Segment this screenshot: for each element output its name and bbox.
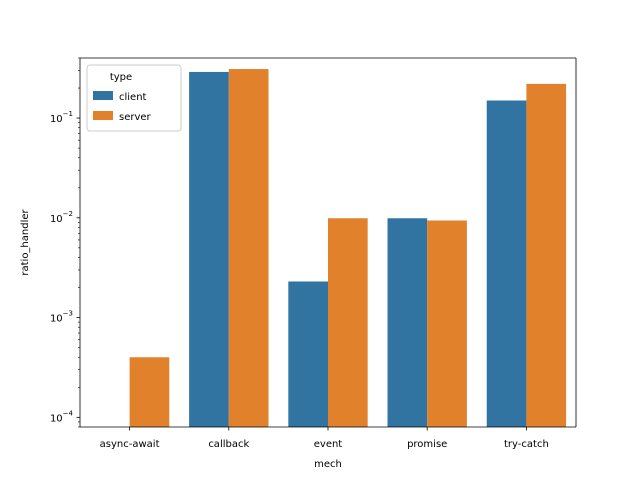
x-tick-label: try-catch <box>504 439 549 450</box>
legend-label-server: server <box>119 112 152 123</box>
bar-client-event <box>288 281 328 427</box>
bar-client-callback <box>189 71 229 427</box>
y-tick-label: 10−4 <box>50 409 74 424</box>
legend: type client server <box>86 64 182 132</box>
legend-title: type <box>110 72 132 83</box>
y-tick-label: 10−2 <box>50 210 73 225</box>
x-axis-label: mech <box>314 459 342 470</box>
y-tick-label: 10−1 <box>50 110 73 125</box>
bar-server-promise <box>427 220 467 427</box>
bars-layer <box>129 69 567 428</box>
axes-layer: async-await callback event promise try-catch… <box>50 57 577 450</box>
legend-swatch-server <box>93 111 113 120</box>
bar-client-promise <box>387 218 428 427</box>
x-tick-label: callback <box>208 439 249 450</box>
y-tick-label: 10−3 <box>50 310 73 325</box>
legend-swatch-client <box>93 91 113 100</box>
bar-server-event <box>328 218 368 427</box>
x-tick-label: event <box>314 439 343 450</box>
bar-client-try-catch <box>486 100 527 427</box>
y-axis-label: ratio_handler <box>20 208 31 275</box>
bar-server-callback <box>228 69 269 428</box>
bar-server-try-catch <box>526 83 567 428</box>
x-tick-label: promise <box>407 439 447 450</box>
x-tick-label: async-await <box>100 439 160 450</box>
legend-label-client: client <box>119 92 147 103</box>
bar-server-async-await <box>129 357 170 427</box>
